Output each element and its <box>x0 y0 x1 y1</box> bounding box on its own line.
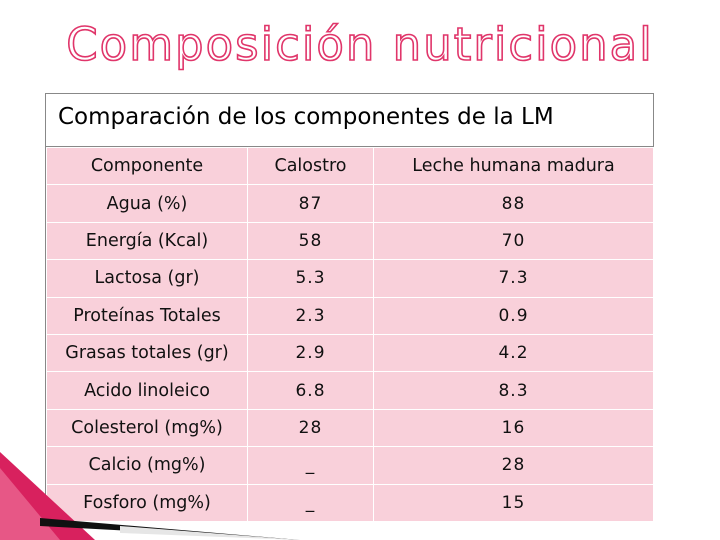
leche-madura-cell: 15 <box>373 483 654 522</box>
header-row: Componente Calostro Leche humana madura <box>46 146 654 186</box>
component-cell: Proteínas Totales <box>46 296 248 335</box>
table-row: Proteínas Totales 2.3 0.9 <box>46 296 654 335</box>
table-caption: Comparación de los componentes de la LM <box>46 94 653 147</box>
nutrition-table: Comparación de los componentes de la LM … <box>45 93 654 522</box>
component-cell: Grasas totales (gr) <box>46 333 248 373</box>
component-cell: Energía (Kcal) <box>46 221 248 261</box>
calostro-cell: 6.8 <box>247 371 374 410</box>
table-row: Grasas totales (gr) 2.9 4.2 <box>46 333 654 373</box>
calostro-cell: 2.3 <box>247 296 374 335</box>
leche-madura-cell: 16 <box>373 408 654 448</box>
component-cell: Lactosa (gr) <box>46 259 248 298</box>
component-cell: Agua (%) <box>46 184 248 223</box>
calostro-cell: _ <box>247 446 374 485</box>
table-row: Agua (%) 87 88 <box>46 184 654 223</box>
component-cell: Colesterol (mg%) <box>46 408 248 448</box>
ribbon-stripe-light <box>120 526 300 540</box>
comparison-grid: Componente Calostro Leche humana madura … <box>46 146 654 522</box>
table-row: Lactosa (gr) 5.3 7.3 <box>46 259 654 298</box>
leche-madura-cell: 0.9 <box>373 296 654 335</box>
calostro-cell: 58 <box>247 221 374 261</box>
calostro-cell: 5.3 <box>247 259 374 298</box>
calostro-cell: _ <box>247 483 374 522</box>
leche-madura-cell: 28 <box>373 446 654 485</box>
component-cell: Fosforo (mg%) <box>46 483 248 522</box>
calostro-cell: 2.9 <box>247 333 374 373</box>
component-cell: Calcio (mg%) <box>46 446 248 485</box>
header-cell: Calostro <box>247 146 374 186</box>
leche-madura-cell: 4.2 <box>373 333 654 373</box>
ribbon-stripe <box>40 518 300 540</box>
leche-madura-cell: 88 <box>373 184 654 223</box>
header-cell: Leche humana madura <box>373 146 654 186</box>
table-row: Fosforo (mg%) _ 15 <box>46 483 654 522</box>
calostro-cell: 28 <box>247 408 374 448</box>
decorative-ribbon <box>0 452 300 540</box>
table-row: Colesterol (mg%) 28 16 <box>46 408 654 448</box>
header-cell: Componente <box>46 146 248 186</box>
leche-madura-cell: 70 <box>373 221 654 261</box>
slide-title: Composición nutricional <box>65 17 654 72</box>
component-cell: Acido linoleico <box>46 371 248 410</box>
calostro-cell: 87 <box>247 184 374 223</box>
table-row: Calcio (mg%) _ 28 <box>46 446 654 485</box>
leche-madura-cell: 8.3 <box>373 371 654 410</box>
table-row: Energía (Kcal) 58 70 <box>46 221 654 261</box>
leche-madura-cell: 7.3 <box>373 259 654 298</box>
table-row: Acido linoleico 6.8 8.3 <box>46 371 654 410</box>
